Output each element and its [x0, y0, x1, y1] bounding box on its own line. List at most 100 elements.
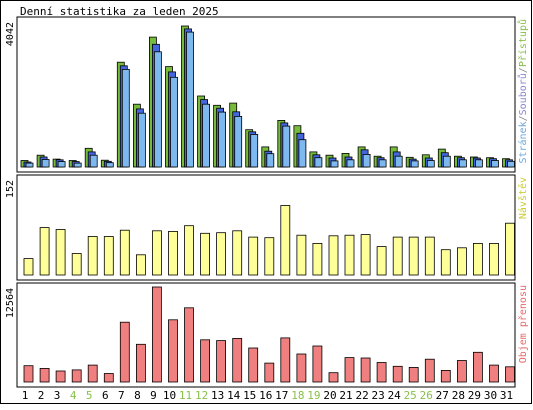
bar [408, 366, 419, 383]
bar [360, 234, 371, 276]
side-label-part: / [518, 67, 529, 73]
bar [168, 319, 178, 383]
bar [296, 353, 307, 383]
bar [408, 236, 419, 276]
bar [184, 307, 194, 383]
bar [328, 372, 339, 383]
bar [376, 362, 387, 383]
bar [392, 236, 403, 276]
bar [200, 232, 211, 276]
x-tick-label: 16 [259, 389, 272, 402]
bar [55, 370, 66, 383]
x-tick-label: 13 [211, 389, 224, 402]
bar [344, 234, 355, 276]
x-tick-label: 1 [22, 389, 29, 402]
bar [410, 160, 419, 168]
bar [119, 229, 130, 276]
side-label-part: Objem přenosu [517, 285, 529, 363]
bar [505, 222, 515, 276]
bar [378, 159, 387, 168]
bar [105, 162, 114, 168]
side-label-part: Stránek [517, 121, 529, 163]
bar [103, 373, 114, 383]
bar [474, 159, 483, 168]
bar [39, 227, 50, 276]
bar [135, 343, 146, 383]
panel-side-label: Objem přenosu [517, 285, 529, 363]
bar [119, 321, 130, 383]
x-tick-label: 25 [404, 389, 417, 402]
bar [491, 160, 499, 168]
x-tick-label: 26 [420, 389, 433, 402]
bar [232, 230, 243, 276]
bar [344, 357, 355, 383]
x-tick-label: 4 [70, 389, 77, 402]
bar [489, 242, 499, 276]
bar [330, 160, 339, 168]
y-axis-max-label: 12564 [5, 288, 16, 318]
bar [298, 139, 307, 168]
bar [328, 235, 339, 276]
panel-frame [16, 16, 516, 173]
bar [55, 229, 66, 276]
bar [87, 236, 98, 276]
x-tick-label: 2 [38, 389, 45, 402]
x-tick-label: 7 [118, 389, 125, 402]
bar [23, 365, 34, 383]
bar [71, 369, 82, 383]
panel-bytes: 12564 Objem přenosu [5, 282, 529, 388]
x-tick-label: 18 [291, 389, 304, 402]
bar [170, 76, 178, 168]
bar [151, 286, 162, 383]
bar [135, 254, 146, 276]
bar [200, 339, 211, 383]
bar [202, 103, 211, 168]
x-tick-label: 17 [275, 389, 288, 402]
bar [87, 364, 98, 383]
bar [103, 236, 114, 276]
series-bytes-0 [23, 286, 515, 383]
bar [186, 31, 194, 168]
chart-title: Denní statistika za leden 2025 [20, 5, 219, 18]
bar [376, 246, 387, 276]
x-tick-label: 30 [484, 389, 497, 402]
side-label-part: / [518, 115, 529, 121]
bar [266, 153, 275, 168]
bar [424, 358, 435, 383]
x-tick-label: 9 [150, 389, 157, 402]
bar [57, 161, 66, 168]
series-access-2 [25, 31, 515, 168]
x-tick-label: 12 [195, 389, 208, 402]
bar [472, 242, 483, 276]
bar [346, 159, 355, 168]
x-axis-day-labels: 1 2 3 4 5 6 7 8 9 10 11 12 13 14 15 16 17 18 19 20 21 22 23 24 2… [22, 389, 513, 402]
x-tick-label: 8 [134, 389, 141, 402]
x-tick-label: 24 [388, 389, 402, 402]
bar [440, 249, 451, 276]
bar [440, 369, 451, 383]
bar [360, 357, 371, 383]
y-axis-max-label: 152 [5, 180, 16, 198]
x-tick-label: 11 [179, 389, 192, 402]
bar [137, 112, 146, 168]
x-tick-label: 14 [227, 389, 241, 402]
bar [41, 159, 50, 168]
bar [89, 154, 98, 168]
bar [472, 351, 483, 383]
bar [25, 162, 34, 168]
y-axis-max-label: 4042 [5, 22, 16, 46]
bar [250, 133, 259, 168]
x-tick-label: 21 [339, 389, 352, 402]
bar [296, 234, 307, 276]
bar [362, 153, 371, 168]
bar [489, 364, 499, 383]
bar [456, 247, 467, 276]
x-tick-label: 5 [86, 389, 93, 402]
bar [312, 345, 323, 383]
bar [184, 225, 194, 276]
bar [248, 347, 259, 383]
x-tick-label: 28 [452, 389, 465, 402]
x-tick-label: 20 [323, 389, 336, 402]
